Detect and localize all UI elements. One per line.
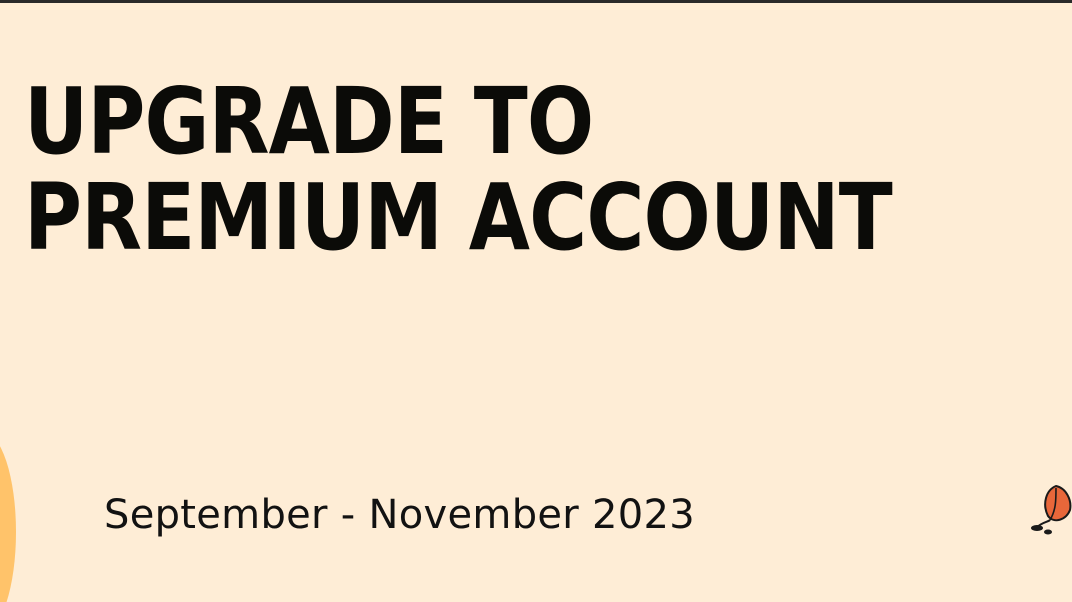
decorative-circle (0, 432, 16, 602)
top-border (0, 0, 1072, 3)
date-range: September - November 2023 (104, 492, 696, 538)
title-line-2: PREMIUM ACCOUNT (24, 164, 893, 271)
slide-title: UPGRADE TO PREMIUM ACCOUNT (24, 68, 893, 271)
title-line-1: UPGRADE TO (24, 68, 594, 175)
leaf-icon (1031, 484, 1072, 535)
